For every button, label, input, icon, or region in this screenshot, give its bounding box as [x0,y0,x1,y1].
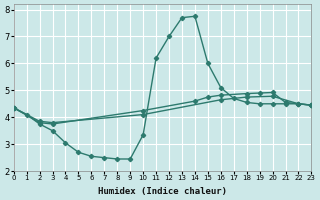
X-axis label: Humidex (Indice chaleur): Humidex (Indice chaleur) [98,187,227,196]
